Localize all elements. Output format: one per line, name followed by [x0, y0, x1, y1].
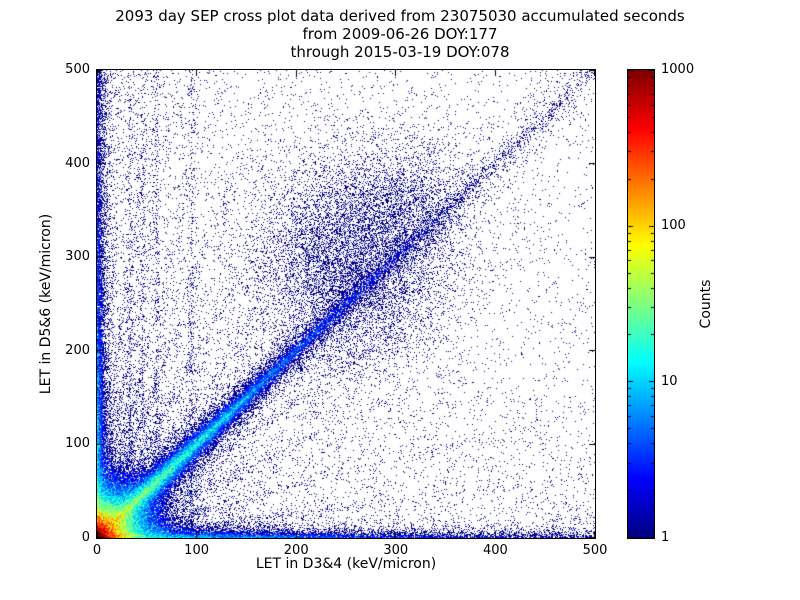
- y-tick-label: 200: [65, 342, 90, 358]
- y-axis-label: LET in D5&6 (keV/micron): [38, 213, 54, 395]
- x-tick-label: 100: [184, 543, 210, 558]
- chart-title-line-3: through 2015-03-19 DOY:078: [290, 43, 510, 61]
- x-tick-label: 300: [383, 543, 409, 558]
- y-tick-label: 400: [65, 155, 90, 171]
- colorbar-tick-label: 100: [661, 218, 686, 233]
- colorbar-tick-label: 1: [661, 530, 670, 545]
- y-tick-label: 100: [65, 436, 90, 452]
- colorbar-tick-label: 1000: [661, 62, 695, 77]
- title-block: 2093 day SEP cross plot data derived fro…: [0, 7, 800, 61]
- y-tick-label: 0: [81, 530, 90, 545]
- colorbar-gradient-canvas: [628, 70, 654, 538]
- y-tick-label: 300: [65, 249, 90, 265]
- x-tick-label: 200: [283, 543, 309, 558]
- scatter-heatmap-canvas: [97, 70, 595, 538]
- x-tick-label: 500: [582, 543, 608, 558]
- colorbar-tick-label: 10: [661, 374, 678, 389]
- chart-title-line-2: from 2009-06-26 DOY:177: [302, 25, 498, 43]
- x-tick-label: 0: [92, 543, 102, 558]
- plot-area: [96, 69, 596, 539]
- colorbar-label: Counts: [698, 279, 714, 329]
- colorbar: [627, 69, 655, 539]
- x-axis-label: LET in D3&4 (keV/micron): [255, 556, 437, 572]
- chart-title-line-1: 2093 day SEP cross plot data derived fro…: [115, 7, 685, 25]
- y-tick-label: 500: [65, 62, 90, 77]
- x-tick-label: 400: [482, 543, 508, 558]
